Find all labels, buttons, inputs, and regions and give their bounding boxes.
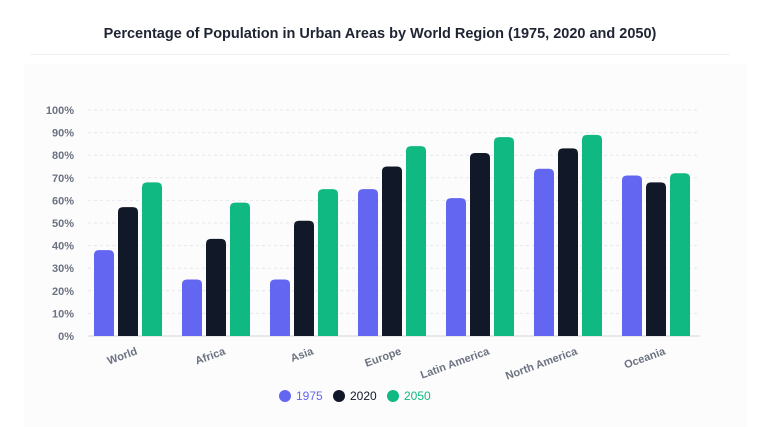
x-tick-label: Asia [289, 345, 316, 365]
y-tick-label: 60% [52, 195, 74, 207]
chart-title: Percentage of Population in Urban Areas … [103, 26, 657, 42]
bar-europe-2020[interactable] [382, 166, 402, 337]
bar-oceania-1975[interactable] [622, 175, 642, 336]
bar-world-2050[interactable] [142, 182, 162, 336]
title-divider [30, 54, 730, 55]
y-tick-label: 40% [52, 241, 74, 253]
bar-asia-2020[interactable] [294, 220, 314, 336]
x-tick-label: North America [504, 345, 580, 382]
bar-africa-2020[interactable] [206, 238, 226, 336]
bar-north-america-2020[interactable] [558, 148, 578, 336]
bar-world-2020[interactable] [118, 207, 138, 336]
legend-marker-2050[interactable] [387, 390, 399, 402]
legend-label[interactable]: 2050 [404, 389, 431, 403]
bar-world-1975[interactable] [94, 250, 114, 336]
bar-europe-1975[interactable] [358, 189, 378, 336]
bar-latin-america-2020[interactable] [470, 152, 490, 336]
x-tick-label: Latin America [419, 345, 492, 381]
bar-europe-2050[interactable] [406, 146, 426, 336]
bar-latin-america-1975[interactable] [446, 198, 466, 336]
y-tick-label: 30% [52, 263, 74, 275]
y-tick-label: 70% [52, 173, 74, 185]
legend-label[interactable]: 2020 [350, 389, 377, 403]
bar-oceania-2020[interactable] [646, 182, 666, 336]
x-tick-label: Africa [194, 345, 228, 367]
bar-africa-1975[interactable] [182, 279, 202, 337]
x-tick-label: World [106, 346, 139, 368]
bar-latin-america-2050[interactable] [494, 137, 514, 336]
y-tick-label: 0% [58, 331, 74, 343]
y-axis-ticks: 0% 10% 20% 30% 40% 50% 60% 70% 80% 90% 100% [46, 105, 74, 343]
y-tick-label: 80% [52, 150, 74, 162]
legend-label[interactable]: 1975 [296, 389, 323, 403]
y-tick-label: 90% [52, 128, 74, 140]
bar-africa-2050[interactable] [230, 202, 250, 336]
legend: 1975 2020 2050 [279, 389, 431, 403]
y-tick-label: 20% [52, 286, 74, 298]
legend-marker-2020[interactable] [333, 390, 345, 402]
y-tick-label: 100% [46, 105, 74, 117]
y-tick-label: 50% [52, 218, 74, 230]
bar-north-america-1975[interactable] [534, 168, 554, 336]
bar-asia-2050[interactable] [318, 189, 338, 336]
legend-marker-1975[interactable] [279, 390, 291, 402]
x-tick-label: Oceania [623, 345, 668, 371]
bar-asia-1975[interactable] [270, 279, 290, 337]
bar-north-america-2050[interactable] [582, 134, 602, 336]
bar-oceania-2050[interactable] [670, 173, 690, 336]
x-tick-label: Europe [363, 346, 403, 370]
y-tick-label: 10% [52, 308, 74, 320]
bars [94, 134, 690, 337]
x-axis-ticks: World Africa Asia Europe Latin America North … [106, 345, 668, 382]
